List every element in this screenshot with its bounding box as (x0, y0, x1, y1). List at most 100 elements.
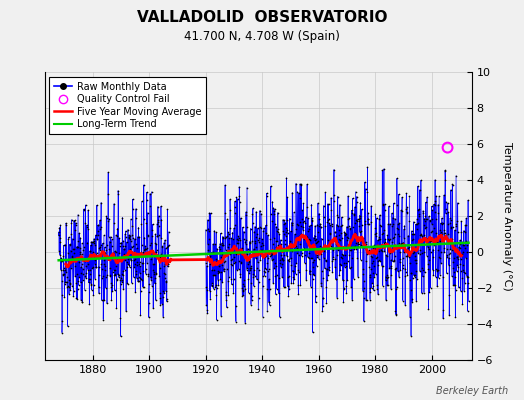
Point (88, 252, 96, 258)
Point (326, 231, 334, 238)
Point (257, 210, 265, 217)
Point (286, 247, 294, 253)
Point (144, 273, 152, 280)
Point (464, 298, 473, 304)
Point (335, 272, 344, 278)
Point (341, 263, 350, 269)
Point (108, 288, 117, 294)
Point (231, 210, 239, 216)
Point (384, 282, 392, 288)
Point (414, 250, 422, 256)
Point (336, 223, 345, 229)
Point (383, 232, 391, 238)
Point (397, 241, 405, 247)
Point (326, 240, 335, 246)
Point (356, 214, 364, 221)
Point (441, 230, 449, 236)
Point (428, 221, 436, 227)
Point (354, 242, 362, 249)
Point (461, 280, 469, 286)
Point (308, 214, 316, 221)
Point (362, 297, 370, 304)
Point (133, 245, 141, 251)
Point (417, 231, 425, 237)
Point (456, 240, 464, 247)
Point (103, 300, 111, 307)
Point (164, 261, 172, 268)
Point (106, 273, 114, 279)
Point (136, 270, 144, 276)
Point (398, 265, 407, 272)
Point (74, 212, 82, 218)
Point (362, 241, 370, 248)
Point (322, 266, 331, 272)
Point (221, 182, 230, 188)
Point (130, 261, 139, 267)
Point (321, 265, 329, 272)
Point (301, 260, 309, 266)
Point (119, 286, 127, 292)
Point (96, 247, 104, 253)
Point (86, 267, 94, 274)
Point (447, 225, 455, 231)
Point (396, 256, 405, 262)
Point (315, 256, 323, 262)
Point (351, 243, 359, 249)
Point (399, 249, 408, 255)
Point (151, 240, 159, 246)
Point (300, 233, 308, 240)
Point (205, 287, 214, 294)
Point (327, 207, 335, 214)
Point (329, 247, 337, 254)
Point (122, 308, 130, 314)
Point (444, 209, 452, 216)
Point (305, 268, 314, 274)
Point (158, 252, 167, 259)
Point (276, 260, 284, 266)
Point (210, 286, 218, 292)
Point (97, 275, 106, 281)
Point (408, 296, 416, 302)
Point (457, 268, 465, 274)
Point (60, 271, 68, 277)
Point (461, 245, 469, 251)
Point (429, 254, 437, 260)
Point (220, 266, 228, 272)
Point (69, 256, 77, 262)
Point (367, 253, 376, 259)
Point (239, 236, 248, 242)
Point (98, 248, 106, 254)
Point (80, 256, 89, 262)
Point (412, 267, 421, 274)
Point (252, 255, 260, 262)
Point (410, 253, 419, 260)
Point (62, 268, 71, 275)
Point (445, 255, 453, 262)
Point (440, 230, 448, 236)
Point (256, 256, 265, 263)
Point (216, 269, 225, 276)
Point (116, 333, 125, 340)
Point (91, 242, 100, 248)
Point (423, 244, 432, 250)
Point (379, 262, 387, 269)
Point (272, 238, 281, 244)
Point (423, 216, 431, 222)
Point (279, 284, 288, 290)
Point (335, 260, 344, 267)
Point (352, 245, 361, 252)
Point (323, 201, 332, 207)
Point (143, 189, 151, 196)
Point (259, 228, 267, 234)
Point (73, 244, 81, 250)
Point (287, 255, 295, 262)
Point (339, 277, 347, 284)
Point (318, 268, 326, 274)
Point (372, 270, 380, 277)
Point (273, 228, 281, 234)
Point (154, 203, 162, 210)
Point (209, 261, 217, 267)
Point (336, 230, 345, 236)
Point (157, 234, 166, 241)
Point (389, 221, 398, 227)
